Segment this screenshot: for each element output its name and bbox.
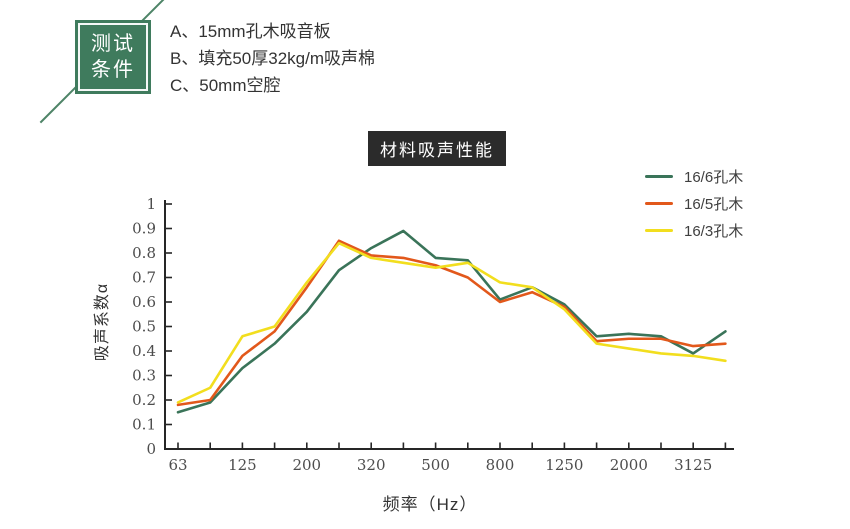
- conditions-list: A、15mm孔木吸音板 B、填充50厚32kg/m吸声棉 C、50mm空腔: [170, 18, 375, 99]
- legend-item: 16/5孔木: [645, 190, 743, 217]
- legend-swatch-orange: [645, 202, 673, 205]
- x-tick-label: 2000: [610, 456, 648, 474]
- condition-item-c: C、50mm空腔: [170, 76, 281, 95]
- series-line-1: [176, 239, 727, 407]
- x-tick-label: 500: [421, 456, 450, 474]
- y-tick-label: 0.7: [132, 269, 156, 287]
- y-tick-label: 0.6: [132, 293, 156, 311]
- test-conditions-badge: 测试 条件: [75, 20, 151, 94]
- series-line-2: [176, 241, 727, 404]
- x-axis-title: 频率（Hz）: [382, 495, 478, 514]
- test-conditions-badge-inner: 测试 条件: [78, 23, 148, 91]
- legend-item: 16/3孔木: [645, 217, 743, 244]
- badge-text-line2: 条件: [91, 59, 135, 81]
- chart-title: 材料吸声性能: [368, 131, 506, 166]
- y-tick-label: 0.9: [132, 220, 156, 238]
- y-tick-label: 0.3: [132, 367, 156, 385]
- x-tick-label: 63: [168, 456, 187, 474]
- y-tick-label: 0: [146, 440, 156, 458]
- y-tick-label: 0.5: [132, 318, 156, 336]
- badge-text-line1: 测试: [91, 33, 135, 55]
- y-tick-label: 0.1: [132, 416, 156, 434]
- x-tick-label: 800: [486, 456, 515, 474]
- y-tick-label: 0.4: [132, 342, 156, 360]
- condition-item-a: A、15mm孔木吸音板: [170, 22, 331, 41]
- x-tick-label: 125: [228, 456, 257, 474]
- legend-swatch-green: [645, 175, 673, 178]
- legend-item: 16/6孔木: [645, 163, 743, 190]
- y-tick-label: 1: [146, 195, 156, 213]
- condition-item-b: B、填充50厚32kg/m吸声棉: [170, 49, 375, 68]
- axes: [164, 200, 734, 450]
- series-line-0: [176, 229, 727, 414]
- legend-label: 16/5孔木: [684, 196, 744, 213]
- legend-label: 16/6孔木: [684, 169, 744, 186]
- x-tick-label: 1250: [545, 456, 583, 474]
- x-tick-label: 3125: [674, 456, 712, 474]
- x-tick-label: 320: [357, 456, 386, 474]
- y-tick-label: 0.2: [132, 391, 156, 409]
- legend-swatch-yellow: [645, 229, 673, 232]
- y-tick-label: 0.8: [132, 244, 156, 262]
- chart-legend: 16/6孔木 16/5孔木 16/3孔木: [645, 163, 743, 244]
- x-tick-label: 200: [292, 456, 321, 474]
- legend-label: 16/3孔木: [684, 223, 744, 240]
